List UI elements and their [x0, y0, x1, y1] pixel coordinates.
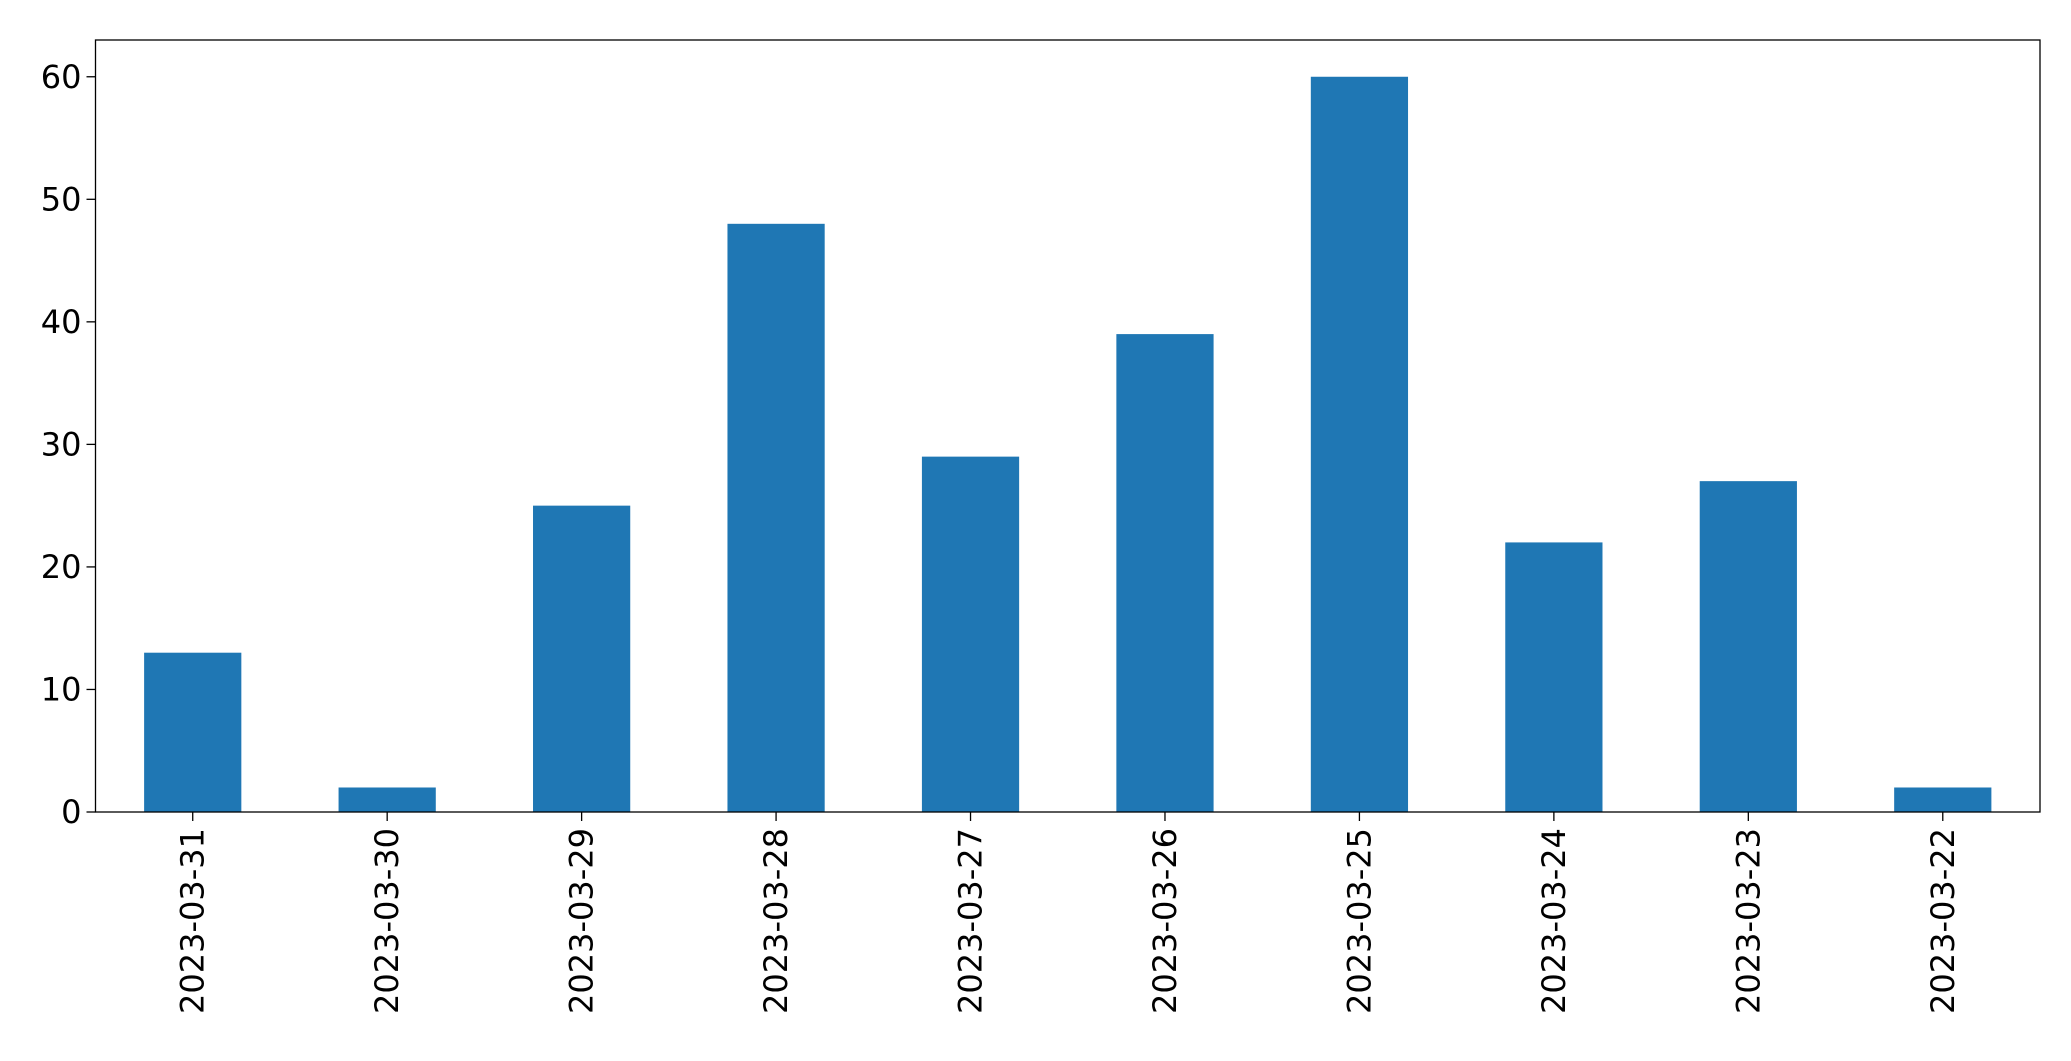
x-tick-label: 2023-03-24	[1535, 828, 1573, 1014]
bar	[727, 223, 825, 813]
x-tick-label: 2023-03-22	[1924, 828, 1962, 1014]
bar	[1894, 787, 1992, 812]
x-tick-label: 2023-03-30	[368, 828, 406, 1014]
x-tick-label: 2023-03-27	[952, 828, 990, 1014]
x-tick-label: 2023-03-23	[1729, 828, 1767, 1014]
y-tick-label: 0	[61, 793, 81, 831]
plot-frame	[94, 39, 2041, 813]
x-tick-label: 2023-03-31	[174, 828, 212, 1014]
y-tick-label: 50	[41, 180, 82, 218]
y-tick-label: 60	[41, 58, 82, 96]
y-tick-label: 40	[41, 303, 82, 341]
bar	[144, 652, 242, 812]
bar	[1310, 76, 1409, 812]
bar	[1116, 334, 1214, 812]
x-tick-label: 2023-03-28	[757, 828, 795, 1014]
y-tick-label: 30	[41, 425, 82, 463]
bar	[1505, 542, 1603, 812]
bar	[533, 505, 631, 812]
x-tick-label: 2023-03-25	[1340, 828, 1378, 1014]
x-tick-label: 2023-03-26	[1146, 828, 1184, 1014]
bar	[338, 787, 436, 812]
bar	[921, 456, 1020, 812]
y-tick-label: 20	[41, 548, 82, 586]
y-tick-label: 10	[41, 670, 82, 708]
bar	[1699, 481, 1797, 812]
x-tick-label: 2023-03-29	[563, 828, 601, 1014]
